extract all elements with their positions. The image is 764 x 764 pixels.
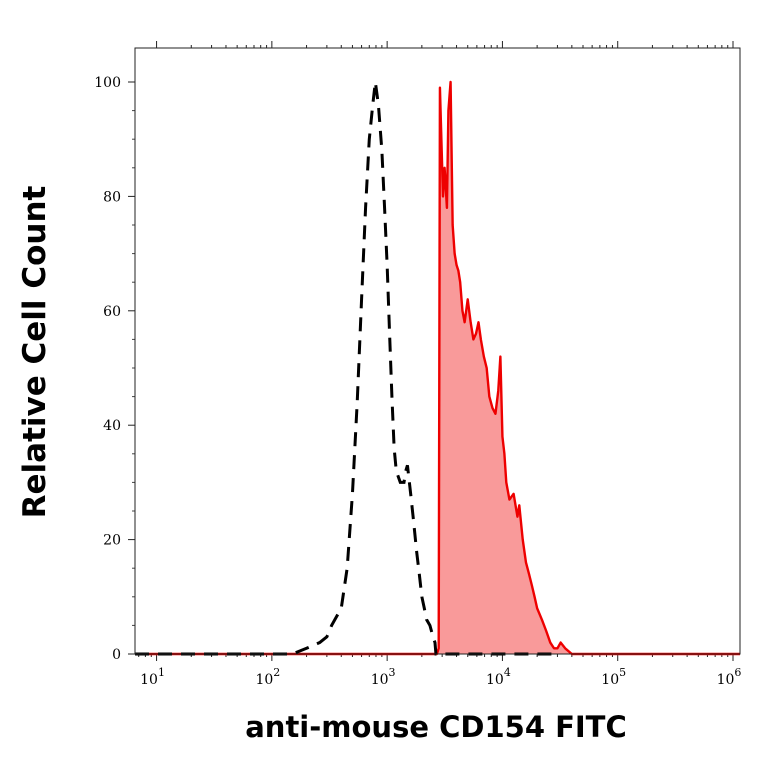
y-tick-label: 0 <box>112 647 121 663</box>
y-tick-label: 40 <box>103 418 121 434</box>
stained-series-line <box>135 80 740 656</box>
x-tick-labels: 101 102 103 104 105 106 <box>140 666 741 688</box>
y-tick-label: 80 <box>103 189 121 205</box>
plot-frame <box>134 47 741 655</box>
x-tick-label: 101 <box>140 666 165 688</box>
x-tick-label: 104 <box>486 666 511 688</box>
y-axis-title: Relative Cell Count <box>17 185 53 518</box>
y-tick-labels: 0 20 40 60 80 100 <box>94 75 121 663</box>
x-tick-label: 105 <box>601 666 626 688</box>
x-tick-label: 106 <box>717 666 742 688</box>
x-axis-title: anti-mouse CD154 FITC <box>245 710 627 744</box>
y-tick-label: 20 <box>103 533 121 549</box>
control-series-line <box>135 81 558 656</box>
y-tick-label: 100 <box>94 75 121 91</box>
x-tick-label: 103 <box>371 666 396 688</box>
y-tick-label: 60 <box>103 304 121 320</box>
x-tick-label: 102 <box>255 666 280 688</box>
